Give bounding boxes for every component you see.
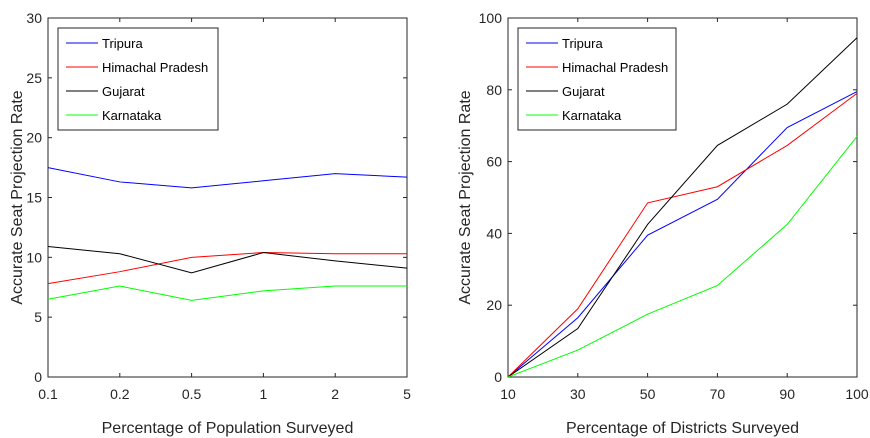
- y-axis-label: Accurate Seat Projection Rate: [9, 90, 26, 304]
- x-tick-label: 0.1: [38, 386, 58, 402]
- legend-label-gujarat: Gujarat: [562, 84, 605, 99]
- y-tick-label: 25: [26, 70, 42, 86]
- y-tick-label: 80: [486, 82, 502, 98]
- y-tick-label: 5: [34, 309, 42, 325]
- y-tick-label: 30: [26, 10, 42, 26]
- legend-label-tripura: Tripura: [102, 36, 143, 51]
- legend-label-tripura: Tripura: [562, 36, 603, 51]
- legend-label-gujarat: Gujarat: [102, 84, 145, 99]
- x-tick-label: 0.5: [182, 386, 202, 402]
- legend-box: [57, 27, 219, 131]
- x-tick-label: 100: [845, 386, 869, 402]
- x-tick-label: 70: [710, 386, 726, 402]
- y-tick-label: 0: [494, 369, 502, 385]
- legend: Tripura Himachal Pradesh Gujarat Karnataka: [57, 27, 219, 131]
- legend-label-himachal-pradesh: Himachal Pradesh: [562, 60, 668, 75]
- legend: Tripura Himachal Pradesh Gujarat Karnataka: [517, 27, 677, 131]
- plot-frame: [507, 17, 858, 378]
- y-tick-label: 20: [486, 297, 502, 313]
- legend-label-karnataka: Karnataka: [102, 108, 162, 123]
- series-line-gujarat: [507, 37, 858, 378]
- legend-box: [517, 27, 677, 131]
- x-tick-label: 0.2: [110, 386, 130, 402]
- x-tick-label: 50: [640, 386, 656, 402]
- chart-panel-2: 10 30 50 70 90 100 0 20 40 60 80 100 Percentage of D…: [457, 10, 869, 437]
- y-tick-label: 15: [26, 190, 42, 206]
- x-tick-label: 90: [779, 386, 795, 402]
- series-line-karnataka: [507, 136, 858, 378]
- legend-label-karnataka: Karnataka: [562, 108, 622, 123]
- x-tick-label: 30: [570, 386, 586, 402]
- x-axis-label: Percentage of Districts Surveyed: [566, 420, 799, 437]
- x-tick-label: 1: [260, 386, 268, 402]
- y-tick-label: 60: [486, 154, 502, 170]
- series-line-himachal-pradesh: [47, 252, 407, 285]
- legend-label-himachal-pradesh: Himachal Pradesh: [102, 60, 208, 75]
- x-tick-label: 10: [500, 386, 516, 402]
- y-tick-label: 0: [34, 369, 42, 385]
- y-tick-label: 20: [26, 130, 42, 146]
- series-line-himachal-pradesh: [507, 92, 858, 378]
- series-line-tripura: [47, 167, 408, 189]
- y-tick-label: 10: [26, 249, 42, 265]
- series-line-karnataka: [47, 285, 407, 301]
- y-tick-label: 40: [486, 225, 502, 241]
- x-tick-label: 5: [403, 386, 411, 402]
- x-tick-label: 2: [331, 386, 339, 402]
- x-axis-label: Percentage of Population Surveyed: [102, 420, 354, 437]
- series-line-gujarat: [47, 246, 408, 274]
- series-line-tripura: [507, 91, 858, 378]
- y-axis-label: Accurate Seat Projection Rate: [457, 90, 474, 304]
- y-tick-label: 100: [479, 10, 503, 26]
